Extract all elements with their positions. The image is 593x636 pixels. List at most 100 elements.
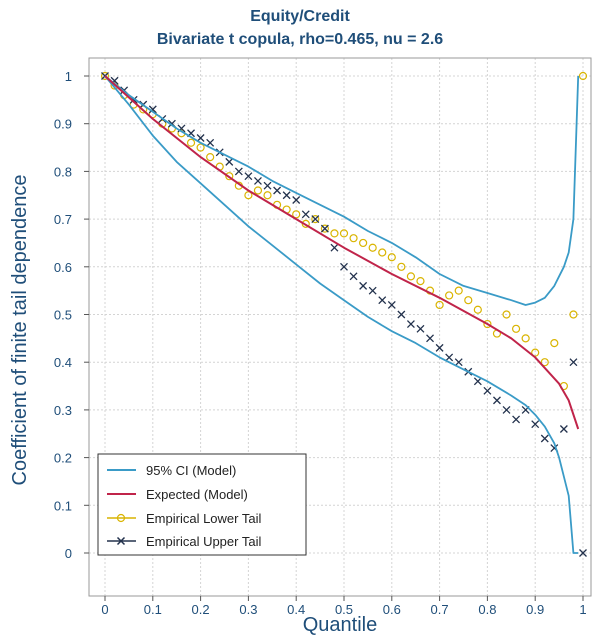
lower-tail-point bbox=[349, 234, 358, 243]
y-tick-label: 0.3 bbox=[54, 403, 72, 418]
x-tick-label: 1 bbox=[579, 602, 586, 617]
lower-tail-point bbox=[368, 243, 377, 252]
x-axis-label: Quantile bbox=[303, 614, 378, 636]
x-tick-label: 0.6 bbox=[383, 602, 401, 617]
upper-tail-point bbox=[559, 425, 568, 433]
lower-tail-point bbox=[435, 300, 444, 310]
upper-tail-point bbox=[493, 396, 501, 405]
upper-tail-point bbox=[454, 358, 463, 367]
upper-tail-point bbox=[387, 301, 396, 309]
upper-tail-point bbox=[244, 172, 253, 181]
lower-tail-point bbox=[339, 229, 349, 238]
lower-tail-point bbox=[445, 291, 454, 300]
lower-tail-point bbox=[406, 272, 416, 281]
x-tick-label: 0 bbox=[101, 602, 108, 617]
y-tick-label: 0.2 bbox=[54, 451, 72, 466]
upper-tail-point bbox=[368, 286, 377, 295]
x-tick-label: 0.4 bbox=[287, 602, 305, 617]
lower-tail-point bbox=[186, 138, 196, 147]
upper-tail-point bbox=[225, 157, 234, 166]
upper-tail-point bbox=[540, 434, 549, 443]
plot-frame bbox=[88, 57, 592, 597]
lower-tail-point bbox=[196, 143, 205, 152]
upper-tail-point bbox=[397, 310, 406, 319]
lower-tail-point bbox=[540, 358, 549, 367]
lower-tail-point bbox=[263, 191, 272, 200]
lower-tail-point bbox=[311, 215, 320, 224]
lower-tail-point bbox=[483, 319, 492, 329]
upper-tail-point bbox=[426, 334, 434, 343]
upper-tail-point bbox=[234, 167, 243, 176]
legend-label-lower: Empirical Lower Tail bbox=[146, 511, 261, 526]
lower-tail-point bbox=[100, 71, 110, 81]
upper-tail-point bbox=[254, 176, 262, 185]
upper-tail-point bbox=[483, 386, 492, 395]
lower-tail-point bbox=[253, 186, 263, 195]
lower-tail-point bbox=[378, 248, 387, 257]
upper-tail-point bbox=[406, 320, 415, 328]
lower-tail-point bbox=[330, 229, 339, 238]
upper-tail-point bbox=[435, 343, 444, 352]
legend-box bbox=[97, 453, 307, 556]
y-tick-label: 0.5 bbox=[54, 308, 72, 323]
chart-title: Equity/Credit bbox=[250, 8, 350, 25]
y-tick-label: 0.1 bbox=[54, 498, 72, 513]
upper-tail-point bbox=[320, 224, 329, 233]
ci-upper-line bbox=[104, 75, 580, 306]
lower-tail-point bbox=[397, 262, 406, 271]
upper-tail-point bbox=[263, 181, 272, 190]
chart-subtitle: Bivariate t copula, rho=0.465, nu = 2.6 bbox=[157, 31, 443, 48]
series-layer bbox=[100, 71, 588, 557]
upper-tail-point bbox=[282, 191, 291, 200]
y-tick-label: 0.9 bbox=[54, 117, 72, 132]
upper-tail-point bbox=[569, 358, 578, 367]
x-tick-label: 0.9 bbox=[526, 602, 544, 617]
lower-tail-point bbox=[578, 71, 588, 81]
lower-tail-point bbox=[387, 253, 396, 262]
upper-tail-point bbox=[359, 281, 368, 290]
upper-tail-point bbox=[301, 210, 310, 219]
legend-label-ci: 95% CI (Model) bbox=[146, 463, 236, 478]
upper-tail-point bbox=[416, 324, 425, 333]
upper-tail-point bbox=[473, 377, 482, 386]
upper-tail-point bbox=[445, 353, 454, 362]
y-tick-label: 1 bbox=[65, 69, 72, 84]
upper-tail-point bbox=[273, 186, 282, 195]
upper-tail-point bbox=[378, 296, 387, 305]
y-tick-label: 0.7 bbox=[54, 212, 72, 227]
y-axis-label: Coefficient of finite tail dependence bbox=[9, 175, 31, 486]
legend-swatch-lower-marker bbox=[116, 513, 126, 523]
lower-tail-point bbox=[320, 224, 329, 233]
upper-tail-point bbox=[512, 415, 521, 424]
lower-tail-point bbox=[511, 324, 521, 333]
upper-tail-point bbox=[579, 549, 587, 557]
lower-tail-point bbox=[244, 191, 253, 200]
legend-label-expected: Expected (Model) bbox=[146, 487, 248, 502]
lower-tail-point bbox=[206, 152, 215, 162]
expected-model-line bbox=[104, 75, 580, 430]
legend-swatch-upper-marker bbox=[116, 536, 126, 546]
legend-label-upper: Empirical Upper Tail bbox=[146, 534, 261, 549]
lower-tail-point bbox=[569, 310, 578, 319]
lower-tail-point bbox=[292, 210, 301, 219]
upper-tail-point bbox=[206, 138, 215, 147]
lower-tail-point bbox=[473, 305, 482, 314]
lower-tail-point bbox=[416, 277, 425, 286]
y-tick-label: 0.8 bbox=[54, 164, 72, 179]
y-tick-label: 0 bbox=[65, 546, 72, 561]
upper-tail-point bbox=[311, 215, 320, 224]
x-tick-label: 0.2 bbox=[192, 602, 210, 617]
lower-tail-point bbox=[225, 172, 234, 181]
x-tick-label: 0.3 bbox=[239, 602, 257, 617]
lower-tail-point bbox=[550, 339, 559, 348]
lower-tail-point bbox=[464, 296, 473, 305]
upper-tail-point bbox=[340, 262, 348, 271]
upper-tail-point bbox=[196, 134, 205, 142]
upper-tail-point bbox=[148, 105, 157, 114]
x-tick-label: 0.5 bbox=[335, 602, 353, 617]
x-tick-label: 0.7 bbox=[431, 602, 449, 617]
lower-tail-point bbox=[521, 334, 530, 343]
lower-tail-point bbox=[359, 238, 368, 248]
upper-tail-point bbox=[349, 272, 358, 281]
y-tick-label: 0.4 bbox=[54, 355, 72, 370]
